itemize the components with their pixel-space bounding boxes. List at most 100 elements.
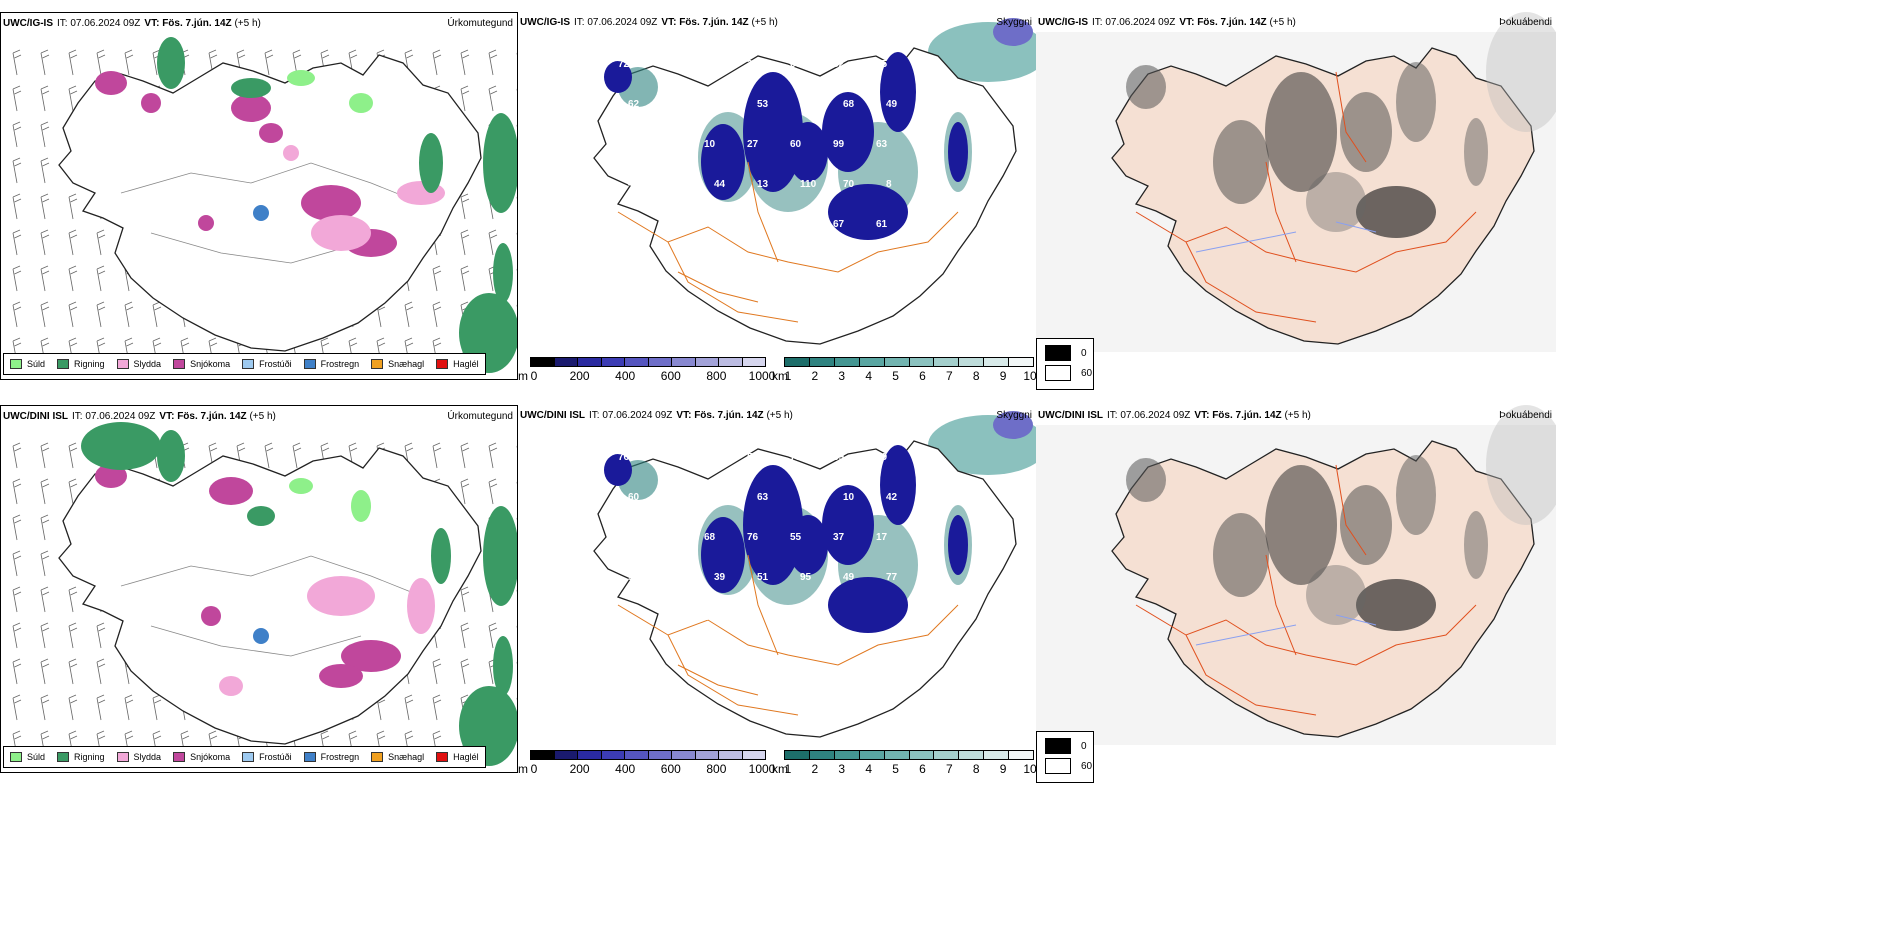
fog-legend-row: 60 [1045, 758, 1092, 774]
cloud-base-label: 58 [919, 532, 931, 543]
legend-label: Rigning [74, 752, 105, 762]
fog-legend-row: 0 [1045, 738, 1087, 754]
visibility-panel-bottom: UWC/DINI ISL IT: 07.06.2024 09Z VT: Fös. 7… [518, 405, 1036, 773]
fog-legend-label: 60 [1081, 367, 1093, 379]
legend-item: Frostregn [303, 752, 359, 762]
cloud-base-label: 98 [618, 139, 630, 150]
colorbar-cell [601, 751, 625, 759]
fog-legend-label: 0 [1081, 347, 1087, 359]
colorbar-cell [909, 358, 935, 366]
colorbar-cell [554, 751, 578, 759]
visibility-map: 76 102 69 52 79 69 49 56 60 48 64 63 62 10 42 94 72 40 68 7… [593, 411, 1036, 738]
cloud-base-label: 110 [800, 179, 817, 190]
colorbar-cell [625, 358, 649, 366]
cloud-base-label: 53 [757, 99, 769, 110]
cloud-base-label: 39 [714, 572, 726, 583]
cloud-base-label: 17 [876, 532, 888, 543]
legend-label: Snjókoma [190, 752, 231, 762]
colorbar-cell [809, 358, 835, 366]
fog-index-map [1036, 405, 1556, 745]
colorbar-strip [530, 357, 766, 367]
colorbar-tick: 800 [706, 762, 727, 773]
legend-item: Slydda [116, 752, 162, 762]
cloud-base-label: 73 [800, 99, 812, 110]
fog-legend-swatch [1045, 758, 1071, 774]
legend-swatch [371, 359, 384, 369]
colorbar-tick: 2 [811, 369, 819, 380]
legend-label: Slydda [133, 752, 162, 762]
legend-swatch [303, 752, 316, 762]
fog-legend-bottom: 0 60 [1036, 731, 1094, 783]
legend-label: Haglél [453, 752, 479, 762]
legend-swatch [10, 359, 22, 369]
legend-swatch [10, 752, 22, 762]
cloud-base-label: 90 [661, 59, 673, 70]
cloud-base-label: 68 [843, 99, 855, 110]
legend-item: Súld [10, 752, 45, 762]
colorbar-cell [785, 358, 810, 366]
colorbar-cell [742, 358, 765, 366]
colorbar-cell [859, 751, 885, 759]
cloud-base-label: 51 [757, 572, 769, 583]
cloud-base-label: 63 [757, 492, 769, 503]
colorbar-tick: 600 [660, 762, 681, 773]
legend-swatch [116, 752, 129, 762]
cloud-base-label: 27 [747, 139, 759, 150]
cloud-base-label: 49 [618, 612, 630, 623]
colorbar-cell [531, 358, 555, 366]
colorbar-cell [578, 358, 602, 366]
colorbar-strip [784, 357, 1034, 367]
fog-legend-label: 60 [1081, 760, 1093, 772]
panel-title: UWC/IG-IS IT: 07.06.2024 09Z VT: Fös. 7.jú… [520, 17, 778, 28]
legend-item: Rigning [57, 359, 105, 369]
visibility-map: 72 90 62 35 66 82 65 47 62 53 59 53 73 68 49 49 98 15 10 27… [593, 18, 1036, 345]
colorbar-tick: 7 [945, 762, 953, 773]
legend-label: Frostúði [259, 752, 292, 762]
legend-swatch [242, 752, 255, 762]
cloud-base-label: 55 [790, 532, 802, 543]
cloud-base-label: 58 [919, 139, 931, 150]
precip-type-map [12, 422, 517, 766]
cloud-base-label: 82 [833, 59, 845, 70]
colorbar-tick: 1 [784, 762, 792, 773]
cloud-base-label: 77 [886, 572, 898, 583]
colorbar-tick: 6 [919, 369, 926, 380]
cloud-base-label: 49 [843, 572, 855, 583]
cloud-base-label: 37 [833, 532, 845, 543]
cloud-base-label: 40 [661, 532, 673, 543]
colorbar-strip [784, 750, 1034, 760]
cloud-base-label: 94 [628, 572, 640, 583]
legend-item: Frostúði [242, 752, 292, 762]
legend-item: Frostúði [242, 359, 292, 369]
colorbar-cell [834, 358, 860, 366]
cloud-base-label: 35 [747, 59, 759, 70]
cloud-base-label: 60 [790, 139, 802, 150]
precip-legend: Súld Rigning Slydda Snjókoma Frostúði Frostre… [3, 746, 486, 768]
legend-label: Snæhagl [388, 359, 425, 369]
cloud-base-label: 66 [790, 59, 802, 70]
legend-label: Slydda [133, 359, 162, 369]
colorbar-tick: 1000 [748, 762, 776, 773]
cloud-base-label: 49 [876, 452, 888, 463]
cloud-base-label: 75 [704, 219, 716, 230]
colorbar-cell [884, 751, 910, 759]
fog-legend-row: 0 [1045, 345, 1087, 361]
visibility-colorbar: km 1 2 3 4 5 6 7 8 9 10 [772, 750, 1036, 773]
colorbar-cell [859, 358, 885, 366]
colorbar-cell [648, 751, 672, 759]
panel-name: Skyggni [996, 410, 1032, 421]
colorbar-cell [959, 358, 985, 366]
colorbar-tick: 8 [972, 369, 980, 380]
colorbar-unit: m [518, 369, 528, 380]
cloud-base-label: 95 [800, 572, 812, 583]
legend-label: Frostregn [320, 359, 360, 369]
fog-legend-swatch [1045, 738, 1071, 754]
cloud-base-label: 44 [671, 572, 683, 583]
cloud-base-label: 67 [833, 219, 845, 230]
legend-item: Haglél [436, 752, 479, 762]
colorbar-tick: 5 [892, 369, 899, 380]
fog-index-panel-top: UWC/IG-IS IT: 07.06.2024 09Z VT: Fös. 7.jú… [1036, 12, 1556, 380]
colorbar-cell [1009, 358, 1034, 366]
colorbar-tick: 9 [999, 369, 1007, 380]
panel-title: UWC/DINI ISL IT: 07.06.2024 09Z VT: Fös. 7… [3, 411, 276, 422]
